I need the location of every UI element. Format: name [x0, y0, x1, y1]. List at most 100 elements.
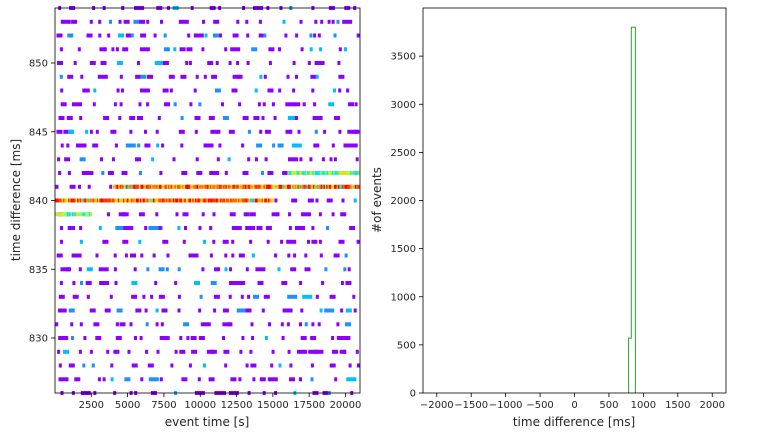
heatmap-band-cell [242, 184, 245, 189]
heatmap-band-cell [252, 198, 255, 203]
heatmap-cell [198, 336, 205, 340]
heatmap-cell [264, 336, 268, 340]
heatmap-cell [280, 322, 284, 327]
heatmap-cell [337, 61, 341, 65]
heatmap-cell [291, 143, 302, 148]
heatmap-band-cell [85, 198, 87, 203]
heatmap-cell [168, 74, 175, 79]
histogram-x-tick-label: 2000 [700, 400, 725, 411]
heatmap-cell [116, 308, 123, 313]
heatmap-cell [247, 129, 251, 134]
heatmap-cell [172, 157, 176, 162]
heatmap-cell [70, 322, 74, 327]
heatmap-cell [318, 212, 322, 217]
heatmap-band-cell [74, 198, 77, 203]
heatmap-cell [180, 74, 187, 79]
heatmap-cell [272, 143, 276, 148]
heatmap-cell [278, 363, 282, 368]
heatmap-band-cell [141, 198, 143, 203]
heatmap-cell [289, 363, 293, 368]
heatmap-band-cell [350, 171, 352, 175]
heatmap-cell [67, 226, 74, 230]
heatmap-cell [209, 171, 220, 175]
heatmap-cell [100, 157, 103, 162]
heatmap-cell [139, 47, 150, 52]
heatmap-cell [114, 281, 118, 285]
heatmap-cell [68, 363, 75, 368]
heatmap-band-cell [221, 198, 223, 203]
histogram-y-tick-label: 3000 [391, 100, 416, 111]
heatmap-cell [310, 74, 317, 79]
heatmap-cell [85, 129, 89, 134]
heatmap-cell [229, 267, 232, 272]
heatmap-cell [326, 198, 333, 203]
heatmap-cell [188, 61, 192, 65]
heatmap-band-cell [81, 198, 83, 203]
histogram-x-axis-label: time difference [ms] [513, 415, 635, 429]
heatmap-cell [331, 19, 335, 24]
heatmap-cell [197, 377, 201, 382]
heatmap-band-cell [134, 198, 137, 203]
heatmap-band-cell [206, 198, 209, 203]
heatmap-cell [105, 281, 109, 285]
heatmap-band-cell [236, 184, 238, 189]
heatmap-cell [122, 212, 126, 217]
heatmap-band-cell [330, 171, 333, 175]
heatmap-band-cell [145, 198, 147, 203]
heatmap-cell [87, 184, 91, 189]
heatmap-cell [336, 19, 340, 24]
heatmap-cell [98, 267, 109, 272]
heatmap-band-cell [231, 198, 234, 203]
heatmap-band-cell [335, 171, 338, 175]
heatmap-band-cell [316, 171, 318, 175]
heatmap-band-cell [286, 184, 289, 189]
heatmap-cell [155, 212, 159, 217]
heatmap-cell [309, 157, 313, 162]
heatmap-band-cell [153, 184, 156, 189]
heatmap-cell [180, 116, 184, 120]
heatmap-band-cell [178, 184, 181, 189]
heatmap-band-cell [161, 184, 164, 189]
heatmap-cell [341, 198, 345, 203]
heatmap-band-cell [218, 198, 221, 203]
heatmap-cell [336, 336, 347, 340]
heatmap-band-cell [234, 184, 237, 189]
heatmap-band-cell [207, 184, 209, 189]
heatmap-band-cell [344, 171, 347, 175]
heatmap-cell [287, 116, 298, 120]
heatmap-cell [81, 171, 92, 175]
heatmap-cell [64, 157, 71, 162]
heatmap-cell [242, 116, 249, 120]
heatmap-cell [201, 212, 205, 217]
heatmap-cell [131, 363, 138, 368]
heatmap-band-cell [273, 184, 276, 189]
heatmap-cell [95, 336, 102, 340]
heatmap-cell [254, 88, 258, 93]
heatmap-band-cell [258, 184, 260, 189]
heatmap-band-cell [212, 184, 215, 189]
heatmap-cell [71, 253, 82, 258]
heatmap-band-cell [342, 171, 344, 175]
heatmap-cell [116, 61, 123, 65]
heatmap-cell [300, 336, 307, 340]
heatmap-band-cell [290, 171, 292, 175]
heatmap-cell [114, 143, 118, 148]
heatmap-band-cell [248, 198, 251, 203]
heatmap-cell [209, 253, 213, 258]
heatmap-cell [139, 19, 146, 24]
heatmap-cell [319, 308, 323, 313]
heatmap-cell [99, 47, 106, 52]
heatmap-cell [183, 322, 190, 327]
heatmap-band-cell [310, 171, 313, 175]
heatmap-cell [89, 61, 96, 65]
heatmap-band-cell [123, 198, 125, 203]
heatmap-band-cell [91, 198, 94, 203]
heatmap-band-cell [152, 184, 154, 189]
heatmap-cell [82, 363, 86, 368]
heatmap-band-cell [132, 198, 134, 203]
heatmap-x-tick-label: 20000 [330, 400, 362, 411]
heatmap-cell [156, 349, 160, 354]
heatmap-cell [354, 102, 358, 107]
heatmap-cell [271, 102, 275, 107]
heatmap-band-cell [62, 198, 65, 203]
